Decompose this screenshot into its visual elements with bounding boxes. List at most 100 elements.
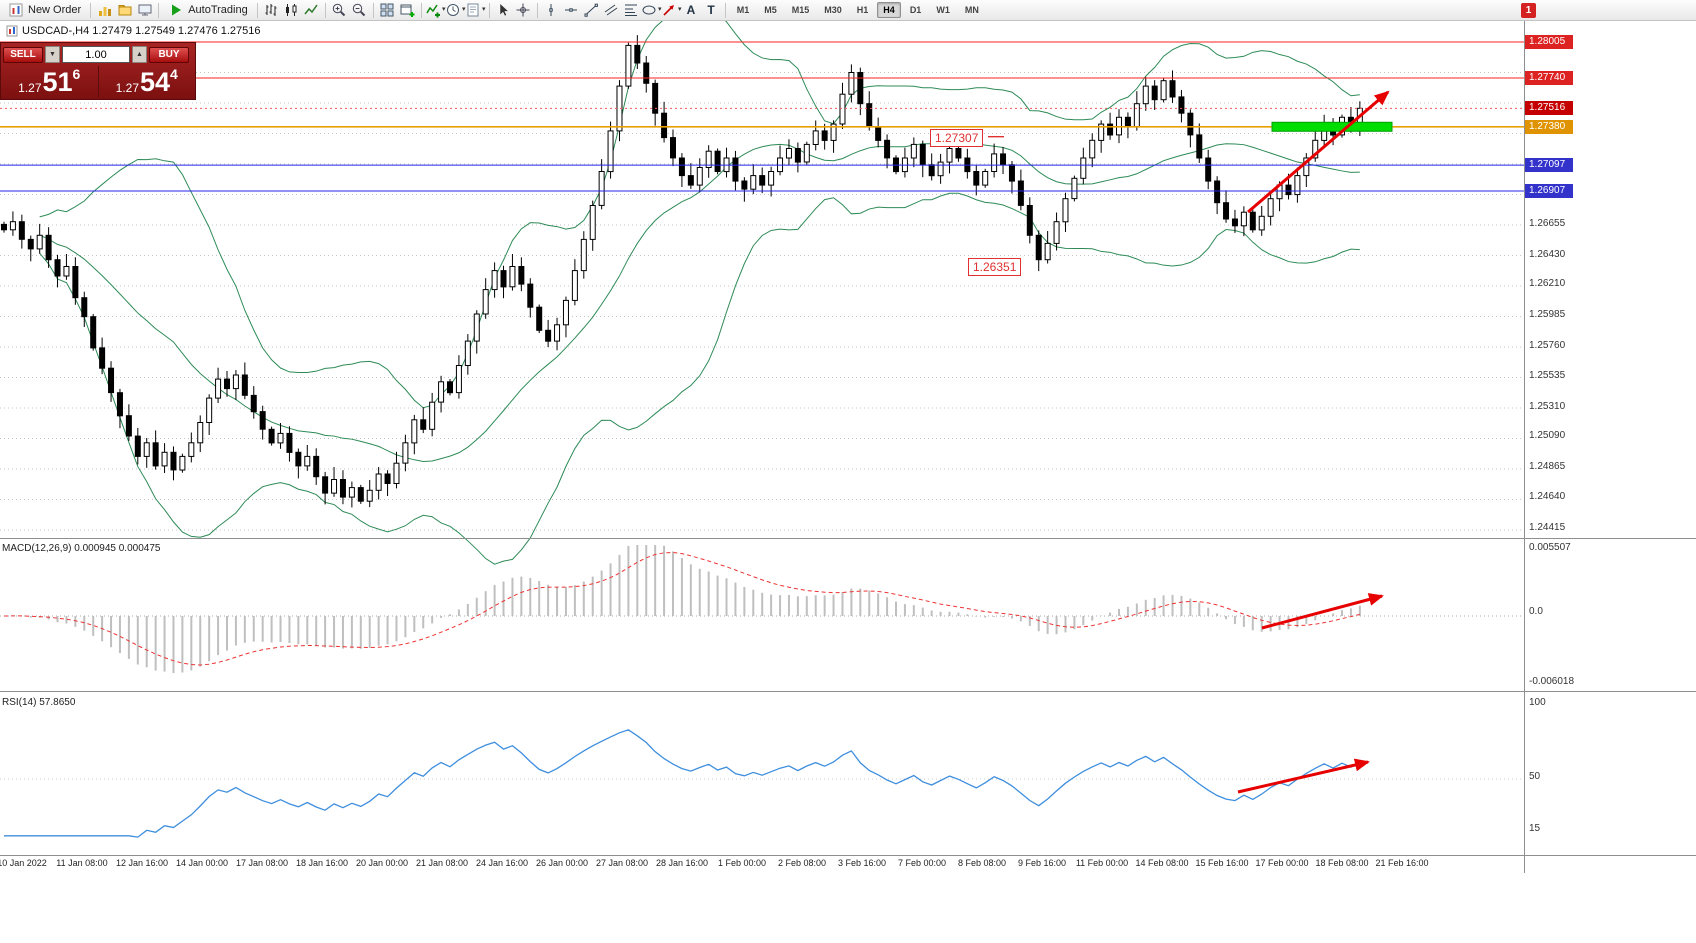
time-label-18: 11 Feb 00:00 bbox=[1075, 858, 1129, 868]
terminal-icon bbox=[137, 2, 153, 18]
time-label-2: 12 Jan 16:00 bbox=[115, 858, 169, 868]
timeframe-w1-button[interactable]: W1 bbox=[936, 5, 950, 15]
new-window-button[interactable] bbox=[398, 1, 417, 19]
time-label-20: 15 Feb 16:00 bbox=[1195, 858, 1249, 868]
zoom-out-button[interactable] bbox=[350, 1, 369, 19]
text-button[interactable]: A bbox=[682, 1, 701, 19]
fibonacci-icon bbox=[623, 2, 639, 18]
price-annotation-1.26351[interactable]: 1.26351 bbox=[968, 258, 1022, 276]
trend-arrow-rsi[interactable] bbox=[1237, 758, 1370, 794]
fibonacci-button[interactable] bbox=[622, 1, 641, 19]
time-label-23: 21 Feb 16:00 bbox=[1375, 858, 1429, 868]
price-tag-1.27097: 1.27097 bbox=[1525, 158, 1573, 173]
arrows-button[interactable]: ▾ bbox=[662, 1, 681, 19]
sell-price-button[interactable]: 1.27 51 6 bbox=[1, 64, 98, 99]
templates-button[interactable]: ▾ bbox=[466, 1, 485, 19]
channel-button[interactable] bbox=[602, 1, 621, 19]
macd-signal-line bbox=[3, 551, 1360, 666]
autotrading-button[interactable]: AutoTrading bbox=[163, 1, 253, 19]
time-label-17: 9 Feb 16:00 bbox=[1017, 858, 1067, 868]
candles-layer bbox=[1, 35, 1363, 508]
pane-separator-rsi[interactable] bbox=[0, 691, 1696, 692]
shapes-button[interactable]: ▾ bbox=[642, 1, 661, 19]
time-label-11: 28 Jan 16:00 bbox=[655, 858, 709, 868]
trendline-button[interactable] bbox=[582, 1, 601, 19]
timeframe-m5-button[interactable]: M5 bbox=[764, 5, 777, 15]
price-chart-canvas[interactable] bbox=[0, 0, 1524, 875]
support-zone-rect[interactable] bbox=[1271, 121, 1393, 132]
toolbar-separator bbox=[724, 2, 726, 18]
terminal-button[interactable] bbox=[135, 1, 154, 19]
periods-button[interactable]: ▾ bbox=[446, 1, 465, 19]
time-label-3: 14 Jan 00:00 bbox=[175, 858, 229, 868]
charts-stack-button[interactable] bbox=[95, 1, 114, 19]
chart-mini-icon bbox=[6, 25, 18, 37]
price-tag-1.27380: 1.27380 bbox=[1525, 119, 1573, 134]
volume-down-button[interactable]: ▼ bbox=[45, 46, 60, 63]
alert-badge[interactable]: 1 bbox=[1521, 3, 1536, 18]
time-label-12: 1 Feb 00:00 bbox=[717, 858, 767, 868]
timeframe-d1-button[interactable]: D1 bbox=[909, 5, 922, 15]
pane-separator-macd[interactable] bbox=[0, 538, 1696, 539]
timeframe-mn-button[interactable]: MN bbox=[964, 5, 979, 15]
price-axis-border bbox=[1524, 21, 1525, 873]
timeframe-h1-button[interactable]: H1 bbox=[856, 5, 869, 15]
toolbar-separator bbox=[324, 2, 326, 18]
profiles-icon bbox=[117, 2, 133, 18]
time-label-22: 18 Feb 08:00 bbox=[1315, 858, 1369, 868]
autotrading-button-label: AutoTrading bbox=[188, 4, 248, 16]
macd-scale-0.005507: 0.005507 bbox=[1529, 542, 1571, 553]
rsi-scale-15: 15 bbox=[1529, 823, 1541, 834]
one-click-divider bbox=[97, 66, 99, 97]
timeframe-m1-button[interactable]: M1 bbox=[736, 5, 750, 15]
vertical-line-button[interactable] bbox=[542, 1, 561, 19]
profiles-button[interactable] bbox=[115, 1, 134, 19]
buy-price-button[interactable]: 1.27 54 4 bbox=[99, 64, 196, 99]
volume-up-button[interactable]: ▲ bbox=[132, 46, 147, 63]
trend-arrow-main[interactable] bbox=[1247, 90, 1390, 214]
trend-arrow-macd[interactable] bbox=[1261, 593, 1384, 630]
horizontal-line-button[interactable] bbox=[562, 1, 581, 19]
arrows-icon bbox=[661, 2, 677, 18]
timeframe-m30-button[interactable]: M30 bbox=[824, 5, 842, 15]
toolbar-separator bbox=[90, 2, 92, 18]
bar-chart-button[interactable] bbox=[262, 1, 281, 19]
new-order-button[interactable]: New Order bbox=[3, 1, 86, 19]
line-chart-button[interactable] bbox=[302, 1, 321, 19]
macd-indicator bbox=[0, 545, 1524, 674]
price-tag-1.27516: 1.27516 bbox=[1525, 101, 1573, 116]
sell-button[interactable]: SELL bbox=[3, 46, 43, 63]
price-annotation-1.27307[interactable]: 1.27307 bbox=[930, 129, 984, 147]
zoom-in-button[interactable] bbox=[330, 1, 349, 19]
channel-icon bbox=[603, 2, 619, 18]
price-tick-1.26210: 1.26210 bbox=[1529, 278, 1566, 290]
candlestick-button[interactable] bbox=[282, 1, 301, 19]
trendline-icon bbox=[583, 2, 599, 18]
timeframe-m15-button[interactable]: M15 bbox=[791, 5, 810, 15]
shapes-icon bbox=[641, 2, 657, 18]
indicators-button[interactable]: ▾ bbox=[426, 1, 445, 19]
price-axis[interactable]: 1.26655 1.26430 1.26210 1.25985 1.25760 1.255… bbox=[1525, 21, 1696, 873]
price-tag-1.26907: 1.26907 bbox=[1525, 183, 1573, 198]
price-tag-1.28005: 1.28005 bbox=[1525, 35, 1573, 49]
text-icon: A bbox=[683, 2, 699, 18]
tile-windows-button[interactable] bbox=[378, 1, 397, 19]
time-label-4: 17 Jan 08:00 bbox=[235, 858, 289, 868]
rsi-label: RSI(14) 57.8650 bbox=[2, 697, 76, 708]
volume-input[interactable] bbox=[62, 46, 130, 63]
label-button[interactable]: T bbox=[702, 1, 721, 19]
time-axis[interactable]: 10 Jan 2022 11 Jan 08:00 12 Jan 16:00 14 Ja… bbox=[0, 857, 1524, 873]
label-icon: T bbox=[703, 2, 719, 18]
crosshair-button[interactable] bbox=[514, 1, 533, 19]
cursor-button[interactable] bbox=[494, 1, 513, 19]
price-tick-1.24415: 1.24415 bbox=[1529, 521, 1566, 533]
macd-scale--0.006018: -0.006018 bbox=[1529, 676, 1575, 687]
rsi-line bbox=[4, 729, 1361, 838]
macd-scale-0.0: 0.0 bbox=[1529, 606, 1543, 617]
timeframe-h4-button[interactable]: H4 bbox=[877, 2, 901, 18]
buy-button[interactable]: BUY bbox=[149, 46, 189, 63]
new-window-icon bbox=[399, 2, 415, 18]
order-icon bbox=[8, 2, 24, 18]
toolbar-separator bbox=[488, 2, 490, 18]
